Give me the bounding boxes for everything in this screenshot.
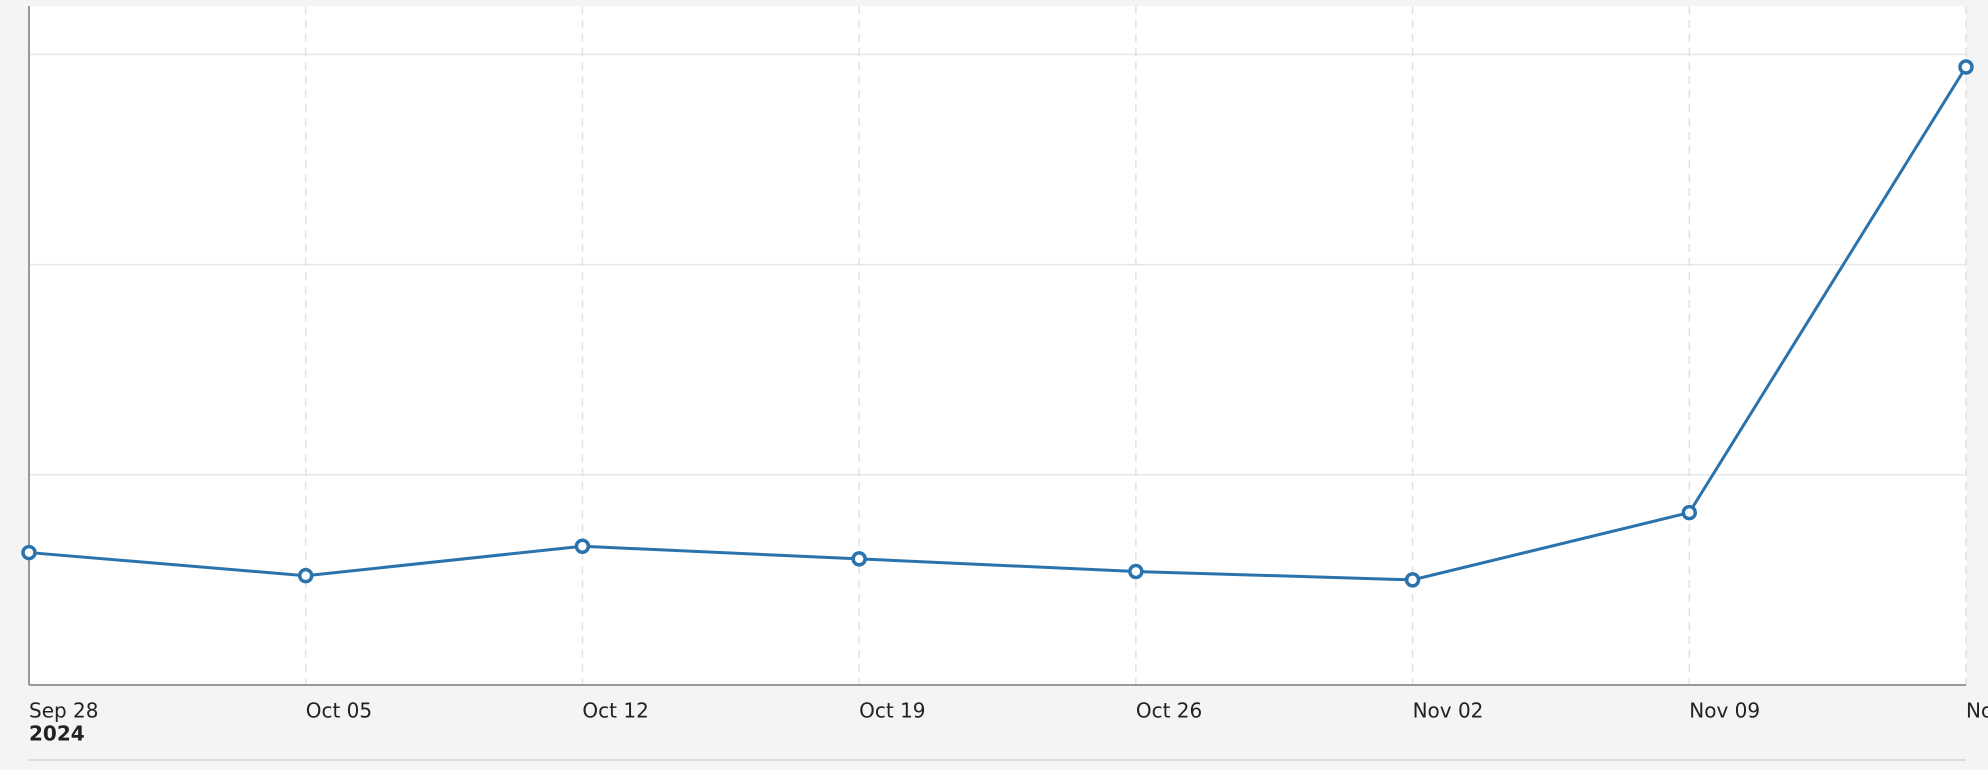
plot-area (29, 6, 1966, 685)
point (1128, 563, 1144, 580)
x-tick-label: Oct 12 (582, 699, 648, 723)
point (1681, 504, 1698, 521)
x-tick-label: Nov 02 (1413, 699, 1484, 723)
x-tick-label: Oct 19 (859, 699, 925, 723)
x-tick-label: Sep 28 (29, 699, 99, 723)
year-label: 2024 (29, 722, 85, 746)
point (1404, 572, 1421, 588)
point (574, 538, 591, 555)
x-tick-label: Nov 09 (1689, 699, 1760, 723)
point (1958, 59, 1974, 75)
point (851, 551, 867, 567)
point (297, 567, 314, 584)
x-tick-label: Nov 16 (1966, 699, 1988, 723)
line (28, 66, 1968, 582)
x-tick-label: Oct 05 (306, 699, 372, 723)
x-tick-label: Oct 26 (1136, 699, 1202, 723)
point (21, 544, 37, 561)
